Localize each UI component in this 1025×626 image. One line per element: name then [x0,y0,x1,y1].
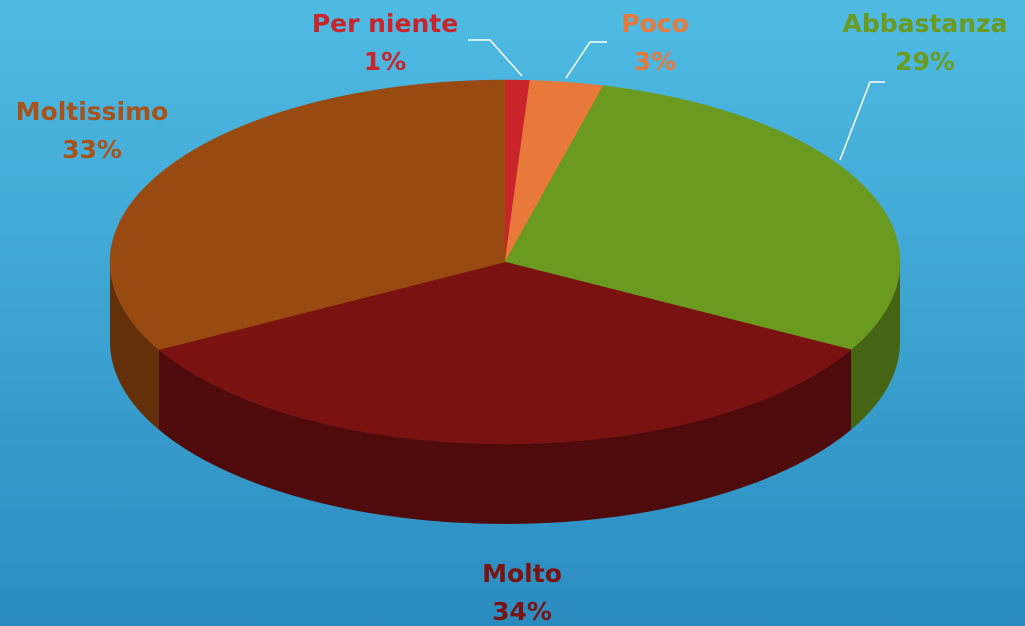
value-label: 3% [634,47,676,76]
slice-side-shade [851,262,900,430]
slice-side-shade [110,262,159,430]
slice-label: Moltissimo [16,97,169,126]
leader-line [565,41,607,79]
slice-label: Molto [482,559,562,588]
slice-side [851,262,900,430]
slice-label: Per niente [312,9,458,38]
leader-line [468,39,523,77]
slice [109,79,506,350]
slice-label: Abbastanza [843,9,1008,38]
value-label: 29% [895,47,955,76]
value-label: 1% [364,47,406,76]
slice-side [158,349,852,524]
slice-side [110,262,159,430]
slice-label: Poco [621,9,689,38]
slice-side-shade [158,349,852,524]
leader-line [839,81,885,161]
slice [158,261,852,445]
slice [504,85,901,350]
value-label: 34% [492,597,552,626]
value-label: 33% [62,135,122,164]
